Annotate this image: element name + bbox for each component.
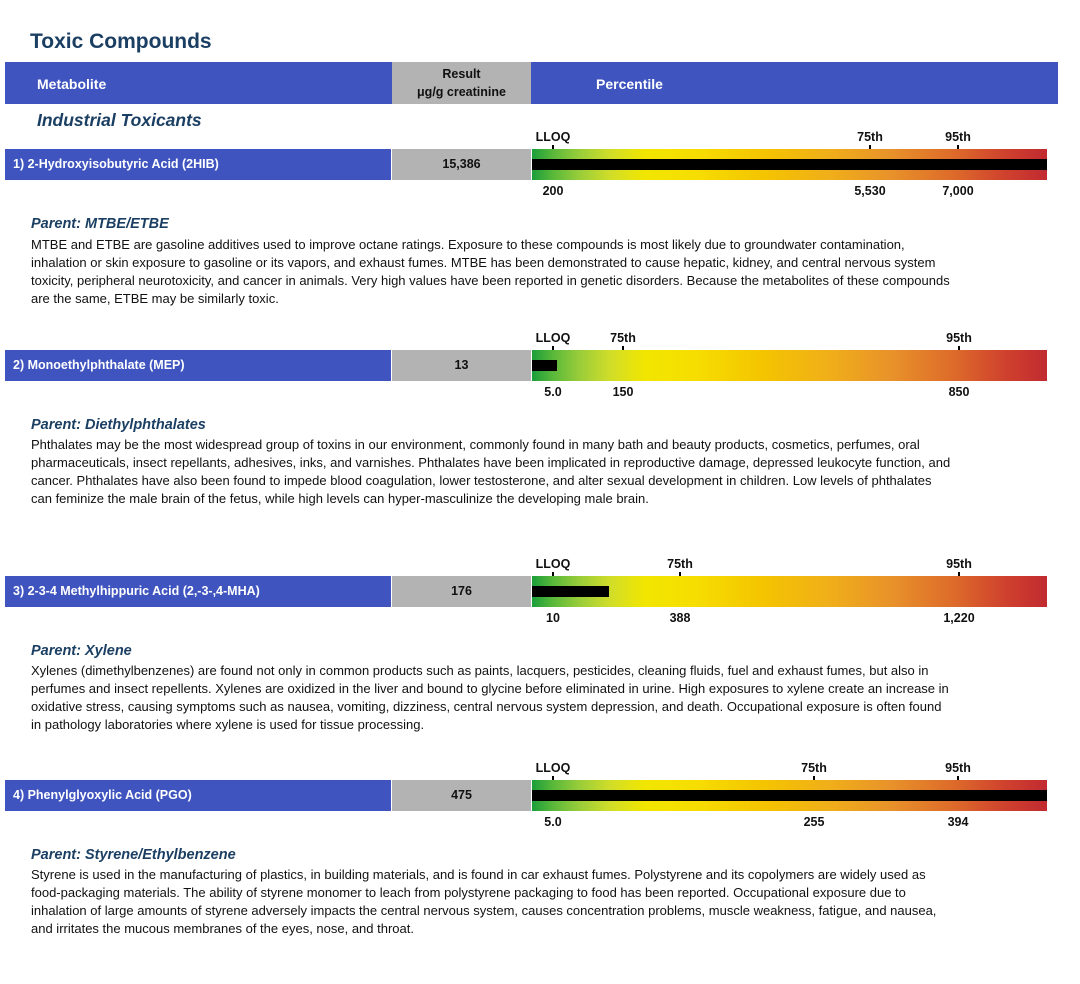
- result-bar: [532, 360, 557, 371]
- table-header-bar: [5, 62, 1058, 104]
- p75-label: 75th: [857, 130, 883, 144]
- result-header-line1: Result: [442, 67, 481, 81]
- metabolite-name: 2) Monoethylphthalate (MEP): [13, 358, 185, 372]
- p75-tick: [622, 346, 624, 352]
- result-bar: [532, 159, 1047, 170]
- p75-tick: [813, 776, 815, 782]
- percentile-gradient: [532, 576, 1047, 607]
- lloq-value: 200: [542, 184, 564, 198]
- result-cell: [392, 350, 531, 381]
- parent-description: Phthalates may be the most widespread gr…: [31, 437, 951, 506]
- p95-value: 7,000: [942, 184, 974, 198]
- p75-value: 388: [669, 611, 691, 625]
- metabolite-name: 3) 2-3-4 Methylhippuric Acid (2,-3-,4-MH…: [13, 584, 260, 598]
- p75-label: 75th: [610, 331, 636, 345]
- lloq-value: 5.0: [544, 385, 562, 399]
- parent-description: Xylenes (dimethylbenzenes) are found not…: [31, 663, 949, 732]
- p95-tick: [958, 346, 960, 352]
- parent-description: Styrene is used in the manufacturing of …: [31, 867, 937, 936]
- p75-tick: [869, 145, 871, 151]
- lloq-tick: [552, 572, 554, 578]
- p95-label: 95th: [945, 130, 971, 144]
- metabolite-name: 1) 2-Hydroxyisobutyric Acid (2HIB): [13, 157, 219, 171]
- p75-label: 75th: [801, 761, 827, 775]
- result-bar: [532, 790, 1047, 801]
- lloq-label: LLOQ: [535, 761, 571, 775]
- p75-value: 150: [612, 385, 634, 399]
- p75-value: 5,530: [854, 184, 886, 198]
- lloq-value: 10: [546, 611, 560, 625]
- metabolite-row-bar: [5, 149, 391, 180]
- metabolite-row-bar: [5, 350, 391, 381]
- percentile-gradient: [532, 350, 1047, 381]
- p95-tick: [957, 145, 959, 151]
- result-cell: [392, 780, 531, 811]
- lloq-tick: [552, 346, 554, 352]
- result-value: 15,386: [442, 157, 481, 171]
- result-column-header: Result μg/g creatinine: [392, 65, 531, 101]
- parent-title: Parent: Diethylphthalates: [31, 417, 206, 433]
- metabolite-column-header: Metabolite: [37, 76, 107, 92]
- metabolite-name: 4) Phenylglyoxylic Acid (PGO): [13, 788, 192, 802]
- percentile-column-header: Percentile: [596, 76, 663, 92]
- parent-title: Parent: Styrene/Ethylbenzene: [31, 847, 236, 863]
- lloq-label: LLOQ: [535, 557, 571, 571]
- result-bar: [532, 586, 609, 597]
- p95-tick: [958, 572, 960, 578]
- p95-label: 95th: [946, 331, 972, 345]
- p95-value: 1,220: [943, 611, 975, 625]
- section-title: Industrial Toxicants: [37, 110, 202, 130]
- lloq-label: LLOQ: [535, 331, 571, 345]
- p95-label: 95th: [945, 761, 971, 775]
- parent-title: Parent: Xylene: [31, 643, 132, 659]
- lloq-label: LLOQ: [535, 130, 571, 144]
- p75-tick: [679, 572, 681, 578]
- lloq-tick: [552, 776, 554, 782]
- p95-value: 850: [948, 385, 970, 399]
- p75-label: 75th: [667, 557, 693, 571]
- result-value: 176: [451, 584, 472, 598]
- result-value: 475: [451, 788, 472, 802]
- p95-label: 95th: [946, 557, 972, 571]
- p95-value: 394: [947, 815, 969, 829]
- result-value: 13: [454, 358, 469, 372]
- lloq-value: 5.0: [544, 815, 562, 829]
- metabolite-row-bar: [5, 576, 391, 607]
- p75-value: 255: [803, 815, 825, 829]
- page-title: Toxic Compounds: [30, 30, 212, 53]
- result-cell: [392, 576, 531, 607]
- parent-title: Parent: MTBE/ETBE: [31, 216, 169, 232]
- result-column-header-box: [392, 62, 531, 104]
- p95-tick: [957, 776, 959, 782]
- result-cell: [392, 149, 531, 180]
- parent-description: MTBE and ETBE are gasoline additives use…: [31, 237, 950, 306]
- lloq-tick: [552, 145, 554, 151]
- result-header-unit: μg/g creatinine: [417, 85, 506, 99]
- metabolite-row-bar: [5, 780, 391, 811]
